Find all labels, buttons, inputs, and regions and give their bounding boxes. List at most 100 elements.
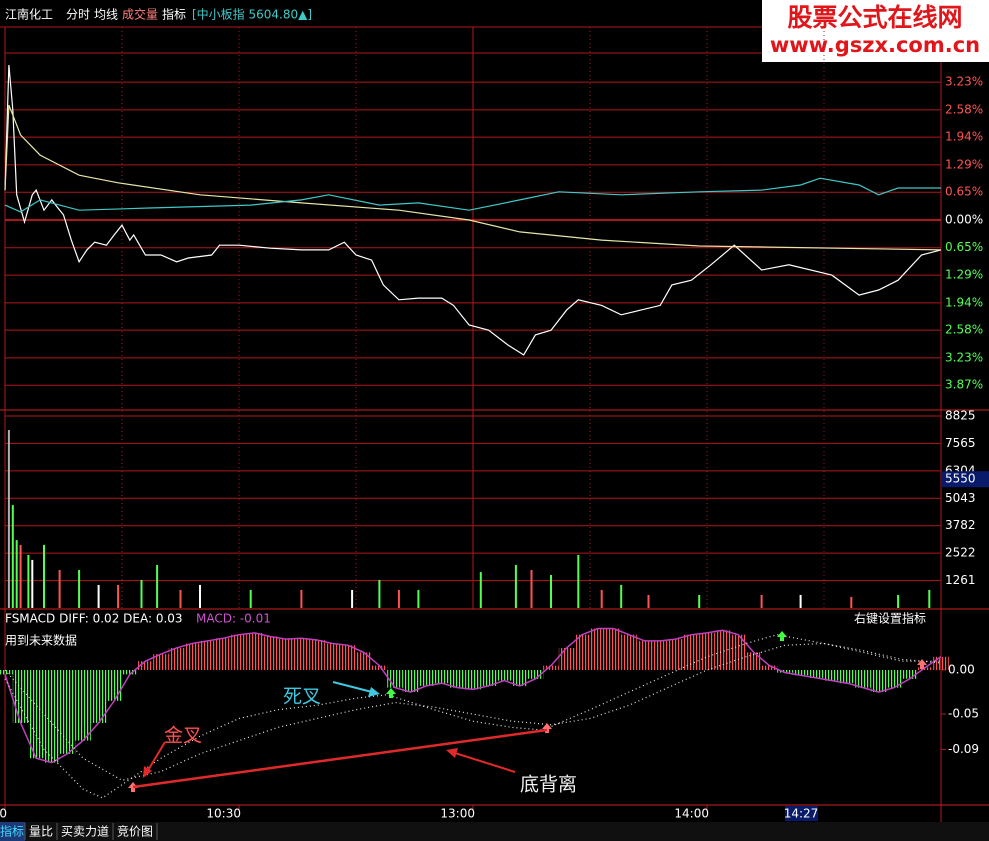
arrow-head: [143, 766, 152, 778]
macd-header: FSMACD DIFF: 0.02 DEA: 0.03: [5, 612, 183, 626]
macd-setting[interactable]: 右键设置指标: [854, 611, 926, 626]
macd-bar: [324, 643, 341, 670]
macd-bar: [792, 670, 809, 676]
toolbar: 江南化工 分时 均线 成交量 指标 [中小板指 5604.80▲]: [5, 7, 312, 22]
volume-bar: [514, 564, 517, 608]
macd-bar: [278, 639, 294, 670]
macd-bar: [465, 670, 481, 690]
macd-bar: [371, 665, 388, 670]
macd-bar: [0, 670, 13, 675]
macd-bar: [434, 670, 450, 684]
macd-bar: [558, 647, 575, 670]
macd-bar: [543, 665, 559, 670]
macd-bar: [449, 670, 466, 688]
volume-bar: [11, 505, 14, 608]
macd-bar: [137, 661, 154, 670]
macd-value: MACD: -0.01: [196, 612, 271, 626]
macd-bar: [340, 645, 356, 670]
volume-bar: [156, 564, 159, 608]
volume-bar: [97, 584, 100, 608]
watermark-bg: [762, 0, 989, 62]
macd-bar: [621, 634, 637, 670]
x-tick-label: 10:30: [206, 807, 241, 821]
y-tick-label: 1261: [945, 573, 976, 587]
volume-bar: [928, 589, 931, 608]
volume-bar: [550, 574, 552, 608]
y-tick-label: 1.94%: [945, 130, 983, 144]
bottom-tab[interactable]: 指标: [0, 824, 24, 839]
y-tick-label: 8825: [945, 408, 976, 422]
volume-bar: [15, 540, 18, 608]
macd-bar: [761, 665, 778, 670]
index-quote: [中小板指 5604.80▲]: [192, 7, 312, 22]
bottom-bar: 指标 量比 买卖力道 竞价图: [0, 822, 989, 841]
macd-bar: [839, 670, 856, 684]
sell-signal: [777, 631, 787, 641]
y-tick-label: 1.29%: [945, 268, 983, 282]
y-tick-label: 0.65%: [945, 240, 983, 254]
macd-bar: [168, 647, 185, 670]
arrow-head: [446, 748, 458, 758]
tab[interactable]: 成交量: [122, 7, 158, 22]
volume-bar: [78, 569, 81, 608]
x-tick-label: 0: [0, 807, 7, 821]
macd-bar: [668, 639, 684, 670]
macd-bar: [44, 670, 60, 763]
macd-bar: [574, 634, 590, 670]
tab[interactable]: 均线: [94, 8, 118, 22]
macd-bar: [527, 670, 544, 679]
current-volume: 5550: [945, 472, 976, 486]
macd-bar: [870, 670, 887, 693]
bottom-tab[interactable]: 买卖力道: [61, 825, 109, 839]
macd-bar: [122, 670, 138, 675]
volume-bar: [249, 589, 252, 608]
watermark-title: 股票公式在线网: [787, 3, 962, 32]
volume-bar: [179, 589, 182, 608]
x-tick-label: 14:00: [674, 807, 709, 821]
buy-signal: [542, 723, 552, 733]
macd-bar: [746, 652, 762, 670]
y-tick-label: 3782: [945, 518, 976, 532]
macd-bar: [917, 667, 934, 670]
tab[interactable]: 指标: [162, 7, 186, 22]
time-cursor: 14:27: [784, 807, 819, 821]
volume-bar: [479, 572, 482, 608]
arrow: [454, 752, 516, 773]
divergence-line: [132, 728, 548, 789]
volume-bar: [58, 569, 61, 608]
volume-bar: [600, 589, 603, 608]
volume-bar: [799, 594, 802, 608]
y-tick-label: -0.05: [948, 707, 979, 721]
time-cursor-box: [785, 806, 818, 821]
plots: 3.23% 2.58% 1.94% 1.29% 0.65% 0.00% 0.65% 1.29%…: [0, 27, 989, 821]
annotation: 金叉: [164, 725, 202, 747]
volume-bar: [19, 544, 22, 608]
arrow: [146, 741, 166, 773]
volume-bar: [27, 554, 30, 608]
y-tick-label: 3.23%: [945, 350, 983, 364]
y-tick-label: 7565: [945, 436, 976, 450]
macd-bar: [200, 640, 216, 670]
bottom-bg: [0, 822, 989, 841]
macd-bar: [75, 670, 91, 741]
volume-bar: [850, 596, 853, 608]
buy-signal: [917, 659, 927, 669]
macd-bar: [605, 628, 622, 670]
macd-bar: [777, 670, 793, 673]
macd-bar: [90, 670, 107, 723]
tab[interactable]: 分时: [66, 8, 90, 22]
volume-bar: [397, 589, 400, 608]
y-tick-label: 1.94%: [945, 295, 983, 309]
volume-bar: [351, 589, 354, 608]
volume-bar: [378, 579, 381, 608]
y-tick-label: 5043: [945, 491, 976, 505]
macd-bar: [231, 634, 247, 670]
bottom-tab[interactable]: 竞价图: [117, 825, 153, 839]
macd-line: [4, 627, 942, 764]
bottom-tab[interactable]: 量比: [29, 825, 53, 839]
frame: [0, 26, 989, 822]
macd-bar: [824, 670, 840, 681]
macd-bar: [730, 634, 746, 670]
volume-bar: [43, 544, 45, 608]
